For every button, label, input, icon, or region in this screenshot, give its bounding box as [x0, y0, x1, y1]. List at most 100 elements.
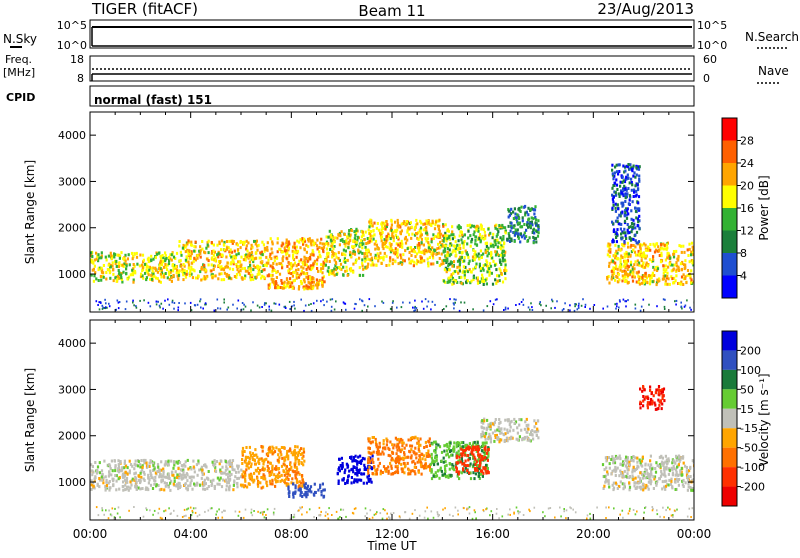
echo-cell: [251, 251, 253, 254]
echo-cell: [157, 466, 159, 469]
y-tick-label: 1000: [58, 268, 86, 281]
speckle-cell: [143, 299, 145, 301]
echo-cell: [142, 254, 144, 257]
echo-cell: [327, 242, 329, 245]
echo-cell: [681, 276, 683, 279]
echo-cell: [649, 243, 651, 246]
echo-cell: [162, 260, 164, 263]
speckle-cell: [159, 306, 161, 308]
echo-cell: [483, 467, 485, 470]
echo-cell: [606, 276, 608, 279]
echo-cell: [482, 444, 484, 447]
echo-cell: [468, 471, 470, 474]
echo-cell: [221, 485, 223, 488]
echo-cell: [180, 265, 182, 268]
echo-cell: [663, 473, 665, 476]
echo-cell: [527, 428, 529, 431]
echo-cell: [638, 168, 640, 171]
speckle-cell: [569, 309, 571, 311]
echo-cell: [410, 246, 412, 249]
echo-cell: [632, 249, 634, 252]
speckle-cell: [236, 308, 238, 310]
speckle-cell: [640, 310, 642, 312]
echo-cell: [652, 280, 654, 283]
echo-cell: [501, 224, 503, 227]
echo-cell: [414, 255, 416, 258]
echo-cell: [301, 457, 303, 460]
echo-cell: [338, 466, 340, 469]
echo-cell: [481, 419, 483, 422]
echo-cell: [253, 454, 255, 457]
echo-cell: [505, 269, 507, 272]
echo-cell: [417, 260, 419, 263]
echo-cell: [530, 225, 532, 228]
echo-cell: [532, 236, 534, 239]
echo-cell: [634, 184, 636, 187]
echo-cell: [488, 252, 490, 255]
echo-cell: [377, 453, 379, 456]
echo-cell: [510, 222, 512, 225]
echo-cell: [382, 231, 384, 234]
echo-cell: [243, 485, 245, 488]
echo-cell: [214, 459, 216, 462]
echo-cell: [527, 213, 529, 216]
echo-cell: [689, 274, 691, 277]
echo-cell: [615, 178, 617, 181]
echo-cell: [257, 273, 259, 276]
echo-cell: [423, 446, 425, 449]
echo-cell: [309, 276, 311, 279]
echo-cell: [532, 438, 534, 441]
echo-cell: [185, 246, 187, 249]
echo-cell: [535, 218, 537, 221]
echo-cell: [372, 235, 374, 238]
echo-cell: [449, 444, 451, 447]
echo-cell: [205, 269, 207, 272]
echo-cell: [285, 253, 287, 256]
echo-cell: [135, 485, 137, 488]
echo-cell: [257, 485, 259, 488]
echo-cell: [288, 254, 290, 257]
echo-cell: [534, 222, 536, 225]
echo-cell: [536, 434, 538, 437]
echo-cell: [240, 264, 242, 267]
echo-cell: [667, 266, 669, 269]
echo-cell: [410, 221, 412, 224]
echo-cell: [633, 165, 635, 168]
echo-cell: [213, 244, 215, 247]
echo-cell: [177, 467, 179, 470]
echo-cell: [400, 232, 402, 235]
speckle-cell: [684, 306, 686, 308]
echo-cell: [419, 438, 421, 441]
echo-cell: [264, 264, 266, 267]
echo-cell: [144, 272, 146, 275]
echo-cell: [461, 252, 463, 255]
echo-cell: [517, 438, 519, 441]
echo-cell: [497, 241, 499, 244]
echo-cell: [682, 245, 684, 248]
speckle-cell: [550, 307, 552, 309]
echo-cell: [634, 207, 636, 210]
speckle-cell: [446, 305, 448, 307]
echo-cell: [303, 256, 305, 259]
echo-cell: [135, 464, 137, 467]
echo-cell: [146, 276, 148, 279]
echo-cell: [205, 247, 207, 250]
echo-cell: [254, 459, 256, 462]
echo-cell: [367, 249, 369, 252]
echo-cell: [148, 273, 150, 276]
echo-cell: [680, 283, 682, 286]
echo-cell: [260, 257, 262, 260]
echo-cell: [458, 224, 460, 227]
speckle-cell: [396, 307, 398, 309]
echo-cell: [335, 253, 337, 256]
echo-cell: [456, 244, 458, 247]
echo-cell: [269, 253, 271, 256]
nsky-tick-top: 10^5: [57, 19, 87, 32]
echo-cell: [91, 255, 93, 258]
echo-cell: [612, 266, 614, 269]
echo-cell: [225, 473, 227, 476]
echo-cell: [152, 476, 154, 479]
echo-cell: [358, 257, 360, 260]
speckle-cell: [252, 301, 254, 303]
echo-cell: [401, 240, 403, 243]
